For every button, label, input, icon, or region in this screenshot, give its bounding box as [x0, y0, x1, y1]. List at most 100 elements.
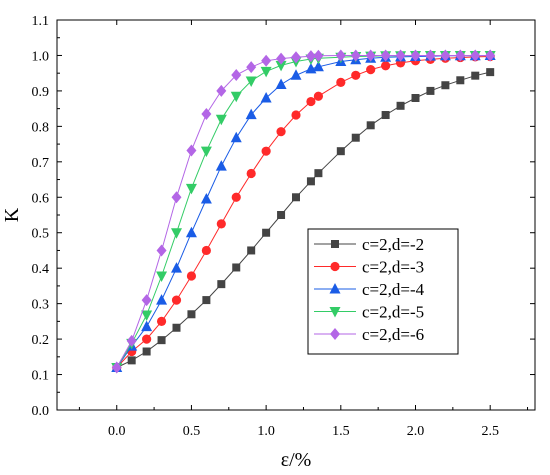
data-point	[141, 310, 153, 321]
data-point	[141, 320, 153, 332]
data-point	[245, 108, 257, 120]
data-point	[291, 51, 301, 64]
data-point	[455, 49, 466, 62]
data-point	[425, 49, 436, 62]
data-point	[216, 84, 227, 97]
legend-item-4: c=2,d=-5	[314, 303, 424, 322]
y-tick-label: 0.8	[32, 120, 50, 135]
data-point	[230, 131, 242, 143]
data-point	[456, 76, 465, 85]
data-point	[336, 77, 346, 87]
legend-marker	[329, 283, 341, 294]
data-point	[156, 271, 168, 282]
data-point	[380, 49, 391, 62]
legend-label: c=2,d=-3	[362, 258, 424, 277]
series-1	[112, 68, 495, 372]
data-point	[171, 191, 182, 204]
data-point	[335, 49, 346, 62]
data-point	[201, 245, 211, 256]
y-axis-title: K	[1, 207, 23, 222]
data-point	[336, 147, 345, 156]
legend-label: c=2,d=-2	[362, 235, 424, 254]
data-point	[142, 334, 152, 344]
series-layer	[111, 49, 496, 374]
data-point	[275, 60, 287, 72]
data-point	[247, 246, 256, 255]
data-point	[426, 86, 435, 95]
legend-label: c=2,d=-6	[362, 325, 424, 344]
data-point	[290, 69, 302, 80]
y-tick-label: 0.9	[32, 85, 50, 100]
data-point	[156, 294, 168, 305]
legend-marker	[330, 328, 340, 340]
legend-item-5: c=2,d=-6	[314, 325, 424, 344]
data-point	[246, 61, 257, 74]
data-point	[275, 78, 287, 90]
data-point	[246, 168, 256, 179]
legend-marker	[331, 240, 339, 248]
y-tick-label: 1.1	[32, 14, 50, 29]
data-point	[485, 49, 496, 62]
data-point	[127, 356, 136, 365]
data-point	[215, 114, 227, 126]
data-point	[306, 96, 316, 107]
data-point	[185, 226, 197, 238]
data-point	[440, 49, 451, 62]
data-point	[395, 49, 406, 62]
data-point	[245, 76, 257, 87]
data-point	[200, 193, 212, 204]
y-tick-label: 0.3	[32, 298, 50, 313]
data-point	[486, 68, 495, 77]
data-point	[366, 65, 376, 75]
x-tick-label: 1.5	[332, 424, 350, 439]
x-axis-title: ε/%	[281, 449, 312, 471]
y-tick-label: 1.0	[32, 49, 50, 64]
y-tick-label: 0.6	[32, 191, 50, 206]
data-point	[186, 144, 197, 157]
legend-item-2: c=2,d=-3	[314, 258, 424, 277]
x-tick-label: 0.5	[183, 424, 201, 439]
data-point	[172, 323, 181, 332]
data-point	[351, 133, 360, 142]
x-tick-label: 1.0	[257, 424, 275, 439]
data-point	[232, 263, 241, 272]
data-point	[201, 107, 212, 120]
y-tick-label: 0.1	[32, 369, 50, 384]
data-point	[156, 316, 167, 326]
data-point	[381, 111, 390, 120]
data-point	[231, 68, 242, 81]
data-point	[261, 54, 272, 67]
data-point	[471, 71, 480, 80]
legend: c=2,d=-2 c=2,d=-3 c=2,d=-4 c=2,d=-5 c=2,d=-6	[307, 228, 459, 355]
data-point	[141, 294, 152, 307]
data-point	[381, 61, 391, 71]
legend-item-3: c=2,d=-4	[314, 280, 425, 299]
data-point	[305, 50, 316, 63]
data-point	[126, 334, 137, 347]
x-tick-label: 2.5	[481, 424, 499, 439]
data-point	[111, 361, 122, 374]
data-point	[351, 70, 361, 80]
data-point	[261, 146, 271, 156]
legend-marker	[330, 261, 340, 272]
y-tick-label: 0.0	[32, 404, 50, 419]
legend-label: c=2,d=-4	[362, 280, 425, 299]
data-point	[217, 280, 226, 289]
data-point	[262, 228, 271, 237]
data-point	[470, 49, 481, 62]
axes-layer: 0.0 0.5 1.0 1.5 2.0 2.5 0.0 0.1 0.2 0.3 0.4 0.5 0.6 0…	[32, 14, 536, 439]
data-point	[350, 49, 361, 62]
data-point	[157, 336, 166, 345]
y-tick-label: 0.5	[32, 227, 50, 242]
data-point	[313, 91, 324, 101]
data-point	[277, 211, 286, 219]
x-tick-label: 2.0	[407, 424, 425, 439]
data-point	[410, 49, 421, 62]
data-point	[142, 347, 151, 356]
data-point	[306, 177, 315, 186]
data-point	[411, 94, 420, 102]
data-point	[156, 244, 167, 257]
data-point	[260, 92, 272, 103]
data-point	[216, 219, 226, 229]
